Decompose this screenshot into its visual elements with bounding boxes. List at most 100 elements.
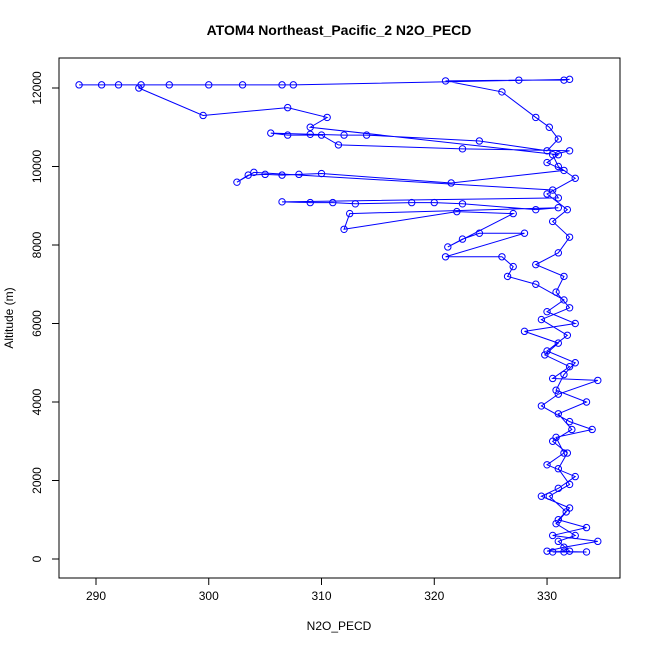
- data-point: [261, 170, 269, 179]
- data-point: [565, 504, 574, 512]
- data-point: [317, 131, 326, 139]
- data-point: [588, 425, 596, 434]
- data-point: [565, 304, 574, 312]
- data-point: [430, 198, 438, 207]
- data-point: [554, 465, 563, 473]
- data-point: [340, 225, 348, 233]
- data-point: [552, 519, 560, 528]
- data-point: [543, 190, 551, 198]
- data-point: [554, 410, 563, 418]
- data-point: [114, 81, 123, 89]
- data-point: [554, 516, 563, 524]
- y-tick-label: 10000: [30, 149, 44, 183]
- x-tick-label: 320: [424, 589, 444, 603]
- data-point: [408, 198, 416, 207]
- data-point: [362, 131, 371, 139]
- data-point: [548, 217, 557, 226]
- data-point: [543, 147, 551, 155]
- data-point: [554, 204, 563, 212]
- data-point: [565, 417, 574, 426]
- data-point: [545, 123, 553, 131]
- data-point: [552, 386, 560, 394]
- data-point: [441, 77, 450, 85]
- y-tick-label: 6000: [30, 310, 44, 337]
- data-point: [97, 81, 106, 89]
- data-point: [565, 547, 574, 555]
- data-point: [317, 169, 326, 178]
- data-point: [498, 88, 506, 96]
- data-point: [582, 398, 591, 406]
- data-point: [565, 233, 574, 241]
- data-point: [135, 84, 143, 92]
- data-point: [554, 390, 563, 398]
- data-point: [565, 147, 574, 155]
- data-point: [346, 209, 354, 218]
- data-point: [475, 229, 484, 237]
- data-point: [475, 137, 484, 145]
- data-point: [278, 198, 286, 206]
- data-point: [306, 198, 314, 207]
- data-point: [554, 135, 563, 143]
- data-point: [543, 308, 551, 316]
- data-point: [458, 200, 467, 208]
- data-point: [571, 359, 579, 367]
- data-point: [582, 523, 591, 532]
- data-point: [565, 362, 574, 371]
- data-point: [560, 370, 568, 379]
- data-point: [520, 229, 529, 237]
- y-axis-label: Altitude (m): [2, 287, 16, 348]
- data-point: [289, 81, 298, 89]
- data-point: [594, 537, 602, 546]
- x-tick-label: 330: [537, 589, 557, 603]
- data-point: [563, 331, 572, 339]
- data-point: [205, 81, 213, 89]
- data-point: [306, 130, 314, 139]
- y-tick-label: 0: [30, 555, 44, 562]
- data-point: [75, 81, 83, 89]
- data-point: [545, 492, 553, 500]
- data-point: [509, 262, 517, 271]
- x-tick-label: 310: [311, 589, 331, 603]
- data-point: [340, 131, 348, 139]
- data-point: [329, 198, 337, 207]
- data-point: [594, 376, 602, 385]
- x-tick-label: 290: [86, 589, 106, 603]
- data-point: [334, 141, 343, 149]
- data-point: [537, 402, 546, 410]
- data-point: [509, 209, 517, 218]
- data-point: [537, 315, 546, 324]
- data-point: [560, 543, 568, 551]
- data-point: [548, 186, 557, 194]
- data-point: [541, 351, 549, 359]
- data-point: [199, 111, 207, 120]
- x-tick-label: 300: [199, 589, 219, 603]
- data-point: [560, 76, 568, 84]
- data-point: [571, 319, 579, 328]
- y-tick-label: 2000: [30, 467, 44, 494]
- data-point: [543, 347, 551, 355]
- data-point: [458, 145, 467, 153]
- data-point: [554, 249, 563, 257]
- data-point: [548, 374, 557, 383]
- data-point: [532, 280, 540, 288]
- data-point: [238, 81, 247, 89]
- data-point: [571, 472, 579, 481]
- data-point: [560, 272, 568, 281]
- data-point: [267, 129, 275, 137]
- data-point: [532, 260, 540, 269]
- data-point: [351, 200, 360, 208]
- data-point: [295, 170, 303, 179]
- data-point: [568, 425, 576, 434]
- data-point: [563, 205, 572, 214]
- data-point: [565, 75, 574, 84]
- data-point: [554, 537, 563, 546]
- data-point: [548, 548, 557, 556]
- data-point: [543, 547, 551, 555]
- data-point: [520, 327, 529, 336]
- data-point: [543, 158, 551, 167]
- data-point: [563, 449, 572, 457]
- data-point: [560, 548, 568, 556]
- data-point: [560, 166, 568, 175]
